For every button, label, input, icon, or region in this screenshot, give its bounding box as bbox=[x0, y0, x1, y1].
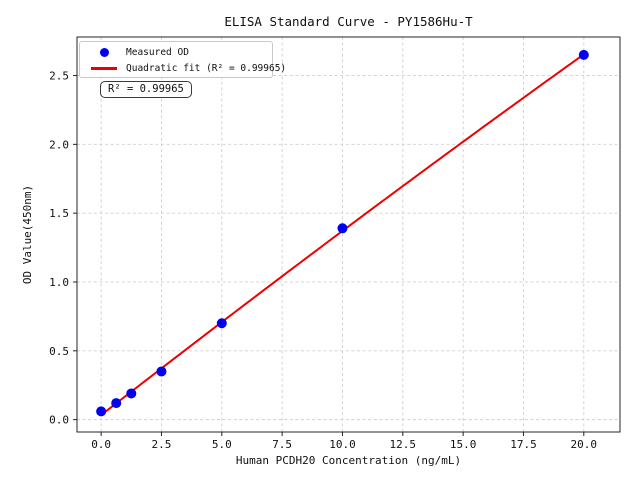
scatter-marker-icon bbox=[99, 47, 109, 57]
legend-marker-cell bbox=[89, 47, 119, 57]
chart-title: ELISA Standard Curve - PY1586Hu-T bbox=[224, 14, 473, 29]
y-tick-label: 1.5 bbox=[49, 207, 69, 220]
x-tick-label: 0.0 bbox=[91, 438, 111, 451]
data-point bbox=[216, 318, 227, 329]
fit-line-icon bbox=[91, 67, 117, 71]
y-tick-label: 1.0 bbox=[49, 276, 69, 289]
data-point bbox=[578, 49, 589, 60]
data-point bbox=[111, 398, 122, 409]
legend-marker-cell bbox=[89, 67, 119, 71]
gridlines bbox=[77, 37, 620, 432]
y-tick-label: 2.0 bbox=[49, 138, 69, 151]
legend-item-quadratic-fit: Quadratic fit (R² = 0.99965) bbox=[80, 61, 286, 78]
r-squared-annotation: R² = 0.99965 bbox=[100, 81, 192, 98]
x-tick-label: 20.0 bbox=[571, 438, 598, 451]
y-tick-label: 0.5 bbox=[49, 345, 69, 358]
x-tick-label: 10.0 bbox=[329, 438, 356, 451]
data-series bbox=[96, 49, 589, 417]
legend-item-measured-od: Measured OD bbox=[80, 44, 272, 61]
data-point bbox=[96, 406, 107, 417]
x-tick-label: 5.0 bbox=[212, 438, 232, 451]
x-tick-label: 12.5 bbox=[390, 438, 417, 451]
data-point bbox=[337, 223, 348, 234]
x-tick-label: 2.5 bbox=[152, 438, 172, 451]
axis-ticks: 0.0 2.5 5.0 7.5 10.0 12.5 15.0 17.5 20.0 0.0 0.5 1.… bbox=[49, 70, 597, 451]
r-squared-text: R² = 0.99965 bbox=[108, 83, 184, 95]
data-point bbox=[156, 366, 167, 377]
x-axis-label: Human PCDH20 Concentration (ng/mL) bbox=[236, 454, 461, 467]
x-tick-label: 15.0 bbox=[450, 438, 477, 451]
y-axis-label: OD Value(450nm) bbox=[21, 185, 34, 284]
y-tick-label: 0.0 bbox=[49, 414, 69, 427]
x-tick-label: 7.5 bbox=[272, 438, 292, 451]
data-point bbox=[126, 388, 137, 399]
legend-label: Measured OD bbox=[126, 46, 189, 58]
x-tick-label: 17.5 bbox=[510, 438, 537, 451]
legend: Measured OD Quadratic fit (R² = 0.99965) bbox=[79, 41, 286, 78]
legend-label: Quadratic fit (R² = 0.99965) bbox=[126, 63, 287, 75]
plot-border bbox=[76, 36, 621, 433]
y-tick-label: 2.5 bbox=[49, 70, 69, 83]
